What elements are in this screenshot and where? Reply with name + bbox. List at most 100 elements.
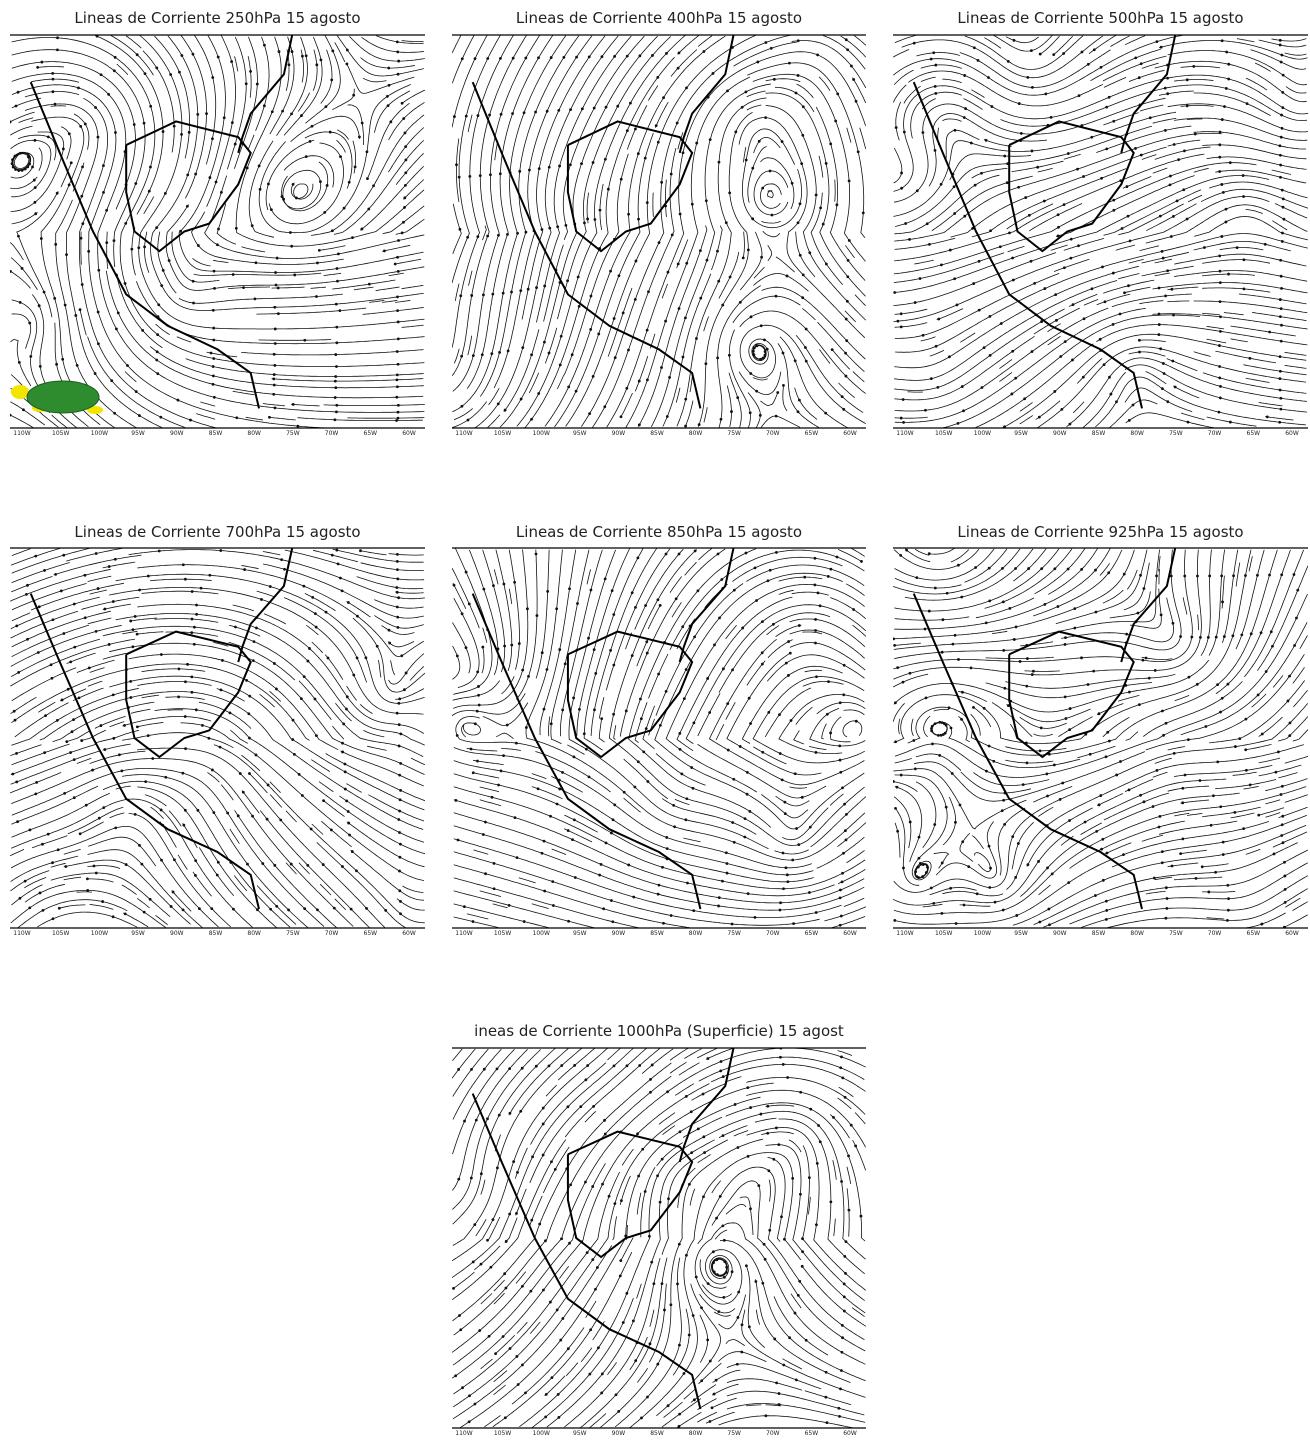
- flow-arrow: [1282, 206, 1285, 209]
- flow-arrow: [759, 1113, 762, 1116]
- flow-arrow: [618, 274, 621, 277]
- flow-arrow: [1281, 189, 1284, 192]
- lon-tick-label: 85W: [650, 1430, 664, 1437]
- flow-arrow: [242, 286, 245, 289]
- flow-arrow: [916, 189, 919, 192]
- flow-arrow: [1187, 421, 1190, 424]
- flow-arrow: [843, 1283, 846, 1286]
- flow-arrow: [627, 349, 630, 352]
- flow-arrow: [760, 324, 763, 327]
- flow-arrow: [9, 414, 12, 417]
- flow-arrow: [383, 249, 386, 252]
- flow-arrow: [755, 390, 758, 393]
- flow-arrow: [638, 380, 641, 383]
- flow-arrow: [786, 873, 789, 876]
- flow-arrow: [815, 911, 818, 914]
- flow-arrow: [1017, 842, 1020, 845]
- flow-arrow: [731, 668, 734, 671]
- flow-arrow: [1043, 287, 1046, 290]
- flow-arrow: [344, 770, 347, 773]
- flow-arrow: [1125, 633, 1128, 636]
- flow-arrow: [395, 419, 398, 422]
- flow-arrow: [125, 863, 128, 866]
- flow-arrow: [1288, 675, 1291, 678]
- flow-arrow: [1248, 357, 1251, 360]
- flow-arrow: [704, 362, 707, 365]
- flow-arrow: [778, 713, 781, 716]
- flow-arrow: [172, 891, 175, 894]
- flow-arrow: [600, 717, 603, 720]
- flow-arrow: [542, 1123, 545, 1126]
- flow-arrow: [19, 301, 22, 304]
- flow-arrow: [988, 745, 991, 748]
- flow-arrow: [775, 415, 778, 418]
- flow-arrow: [212, 309, 215, 312]
- flow-arrow: [87, 250, 90, 253]
- flow-arrow: [987, 76, 990, 79]
- flow-arrow: [344, 788, 347, 791]
- flow-arrow: [1094, 569, 1097, 572]
- flow-arrow: [721, 880, 724, 883]
- flow-arrow: [69, 660, 72, 663]
- flow-arrow: [273, 373, 276, 376]
- flow-arrow: [917, 866, 920, 869]
- flow-arrow: [978, 309, 981, 312]
- flow-arrow: [1280, 114, 1283, 117]
- flow-arrow: [365, 656, 368, 659]
- flow-arrow: [327, 657, 330, 660]
- flow-arrow: [198, 907, 201, 910]
- flow-arrow: [646, 379, 649, 382]
- flow-arrow: [184, 747, 187, 750]
- flow-arrow: [1033, 282, 1036, 285]
- flow-arrow: [1060, 408, 1063, 411]
- flow-arrow: [1128, 788, 1131, 791]
- flow-arrow: [267, 784, 270, 787]
- flow-arrow: [147, 575, 150, 578]
- flow-arrow: [616, 105, 619, 108]
- flow-arrow: [1225, 208, 1228, 211]
- flow-arrow: [731, 1270, 734, 1273]
- flow-arrow: [739, 745, 742, 748]
- flow-arrow: [900, 312, 903, 315]
- flow-arrow: [922, 131, 925, 134]
- flow-arrow: [782, 1063, 785, 1066]
- flow-arrow: [948, 706, 951, 709]
- flow-arrow: [728, 354, 731, 357]
- flow-arrow: [113, 412, 116, 415]
- flow-arrow: [658, 241, 661, 244]
- flow-arrow: [980, 172, 983, 175]
- flow-arrow: [942, 618, 945, 621]
- lon-tick-label: 70W: [766, 930, 780, 937]
- flow-arrow: [1112, 272, 1115, 275]
- flow-arrow: [51, 861, 54, 864]
- flow-arrow: [458, 176, 461, 179]
- lon-tick-label: 110W: [896, 930, 913, 937]
- flow-arrow: [85, 804, 88, 807]
- flow-arrow: [226, 812, 229, 815]
- flow-arrow: [952, 643, 955, 646]
- flow-arrow: [709, 138, 712, 141]
- flow-arrow: [645, 727, 648, 730]
- flow-arrow: [69, 751, 72, 754]
- flow-arrow: [114, 131, 117, 134]
- flow-arrow: [1070, 238, 1073, 241]
- lon-tick-label: 105W: [52, 930, 69, 937]
- flow-arrow: [723, 1276, 726, 1279]
- flow-arrow: [56, 719, 59, 722]
- flow-arrow: [476, 760, 479, 763]
- flow-arrow: [1218, 411, 1221, 414]
- flow-arrow: [56, 49, 59, 52]
- flow-arrow: [749, 1106, 752, 1109]
- flow-arrow: [105, 241, 108, 244]
- flow-arrow: [680, 773, 683, 776]
- flow-arrow: [827, 680, 830, 683]
- flow-arrow: [73, 796, 76, 799]
- flow-arrow: [659, 724, 662, 727]
- flow-arrow: [184, 715, 187, 718]
- flow-arrow: [556, 1309, 559, 1312]
- flow-arrow: [516, 1355, 519, 1358]
- flow-arrow: [605, 842, 608, 845]
- flow-arrow: [302, 585, 305, 588]
- flow-arrow: [43, 291, 46, 294]
- flow-arrow: [1137, 612, 1140, 615]
